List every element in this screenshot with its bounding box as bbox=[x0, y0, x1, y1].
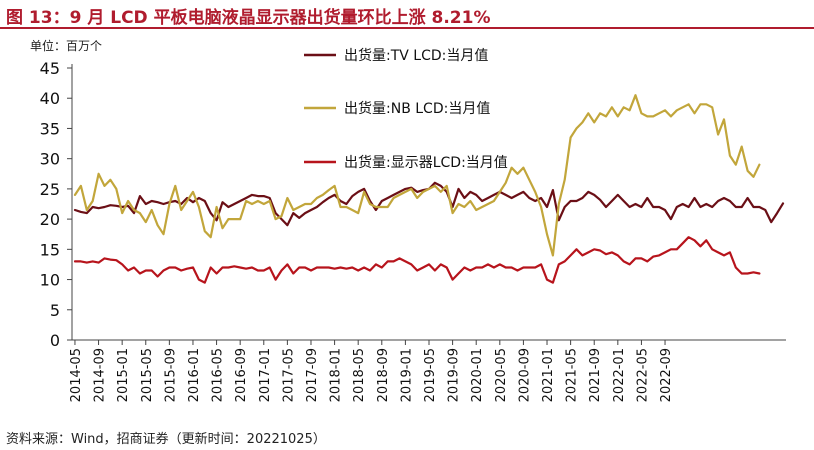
y-tick-label: 0 bbox=[50, 331, 60, 350]
y-tick-label: 45 bbox=[40, 59, 60, 78]
legend-label-monitor: 出货量:显示器LCD:当月值 bbox=[344, 154, 508, 171]
x-tick-label: 2018-01 bbox=[329, 348, 344, 402]
x-tick-label: 2015-09 bbox=[163, 348, 178, 402]
y-tick-label: 35 bbox=[40, 119, 60, 138]
x-tick-label: 2016-05 bbox=[211, 348, 226, 402]
x-tick-label: 2020-05 bbox=[494, 348, 509, 402]
x-tick-label: 2019-05 bbox=[423, 348, 438, 402]
x-tick-label: 2021-05 bbox=[565, 348, 580, 402]
x-tick-label: 2018-05 bbox=[352, 348, 367, 402]
y-tick-label: 40 bbox=[40, 89, 60, 108]
x-tick-label: 2021-01 bbox=[541, 348, 556, 402]
y-tick-label: 10 bbox=[40, 271, 60, 290]
monitor-lcd-series-line bbox=[73, 236, 761, 284]
x-tick-label: 2017-01 bbox=[258, 348, 273, 402]
x-tick-label: 2022-09 bbox=[659, 348, 674, 402]
x-tick-label: 2015-05 bbox=[140, 348, 155, 402]
y-tick-label: 15 bbox=[40, 240, 60, 259]
legend-label-tv: 出货量:TV LCD:当月值 bbox=[344, 47, 488, 64]
chart-axes: 0 5 10 15 20 25 30 35 40 45 2014-05 2014-09 2015-01 2… bbox=[40, 59, 786, 402]
nb-lcd-series-line bbox=[73, 94, 761, 257]
y-tick-label: 20 bbox=[40, 210, 60, 229]
x-tick-label: 2020-09 bbox=[517, 348, 532, 402]
x-tick-label: 2022-01 bbox=[612, 348, 627, 402]
x-tick-label: 2022-05 bbox=[635, 348, 650, 402]
x-tick-label: 2019-09 bbox=[447, 348, 462, 402]
x-tick-label: 2020-01 bbox=[470, 348, 485, 402]
x-tick-label: 2014-05 bbox=[69, 348, 84, 402]
y-tick-label: 30 bbox=[40, 150, 60, 169]
x-tick-label: 2017-05 bbox=[281, 348, 296, 402]
x-tick-label: 2014-09 bbox=[93, 348, 108, 402]
x-tick-label: 2018-09 bbox=[376, 348, 391, 402]
source-note: 资料来源：Wind，招商证券（更新时间：20221025） bbox=[6, 432, 326, 447]
unit-label: 单位：百万个 bbox=[30, 39, 103, 53]
chart-series bbox=[73, 94, 785, 284]
y-tick-label: 25 bbox=[40, 180, 60, 199]
y-tick-label: 5 bbox=[50, 301, 60, 320]
x-tick-label: 2019-01 bbox=[399, 348, 414, 402]
x-tick-label: 2015-01 bbox=[116, 348, 131, 402]
x-tick-label: 2016-01 bbox=[187, 348, 202, 402]
figure-title: 图 13：9 月 LCD 平板电脑液晶显示器出货量环比上涨 8.21% bbox=[6, 8, 491, 28]
title-divider bbox=[0, 27, 814, 29]
legend-label-nb: 出货量:NB LCD:当月值 bbox=[344, 100, 490, 117]
x-tick-label: 2016-09 bbox=[234, 348, 249, 402]
x-tick-label: 2021-09 bbox=[588, 348, 603, 402]
x-tick-label: 2017-09 bbox=[305, 348, 320, 402]
